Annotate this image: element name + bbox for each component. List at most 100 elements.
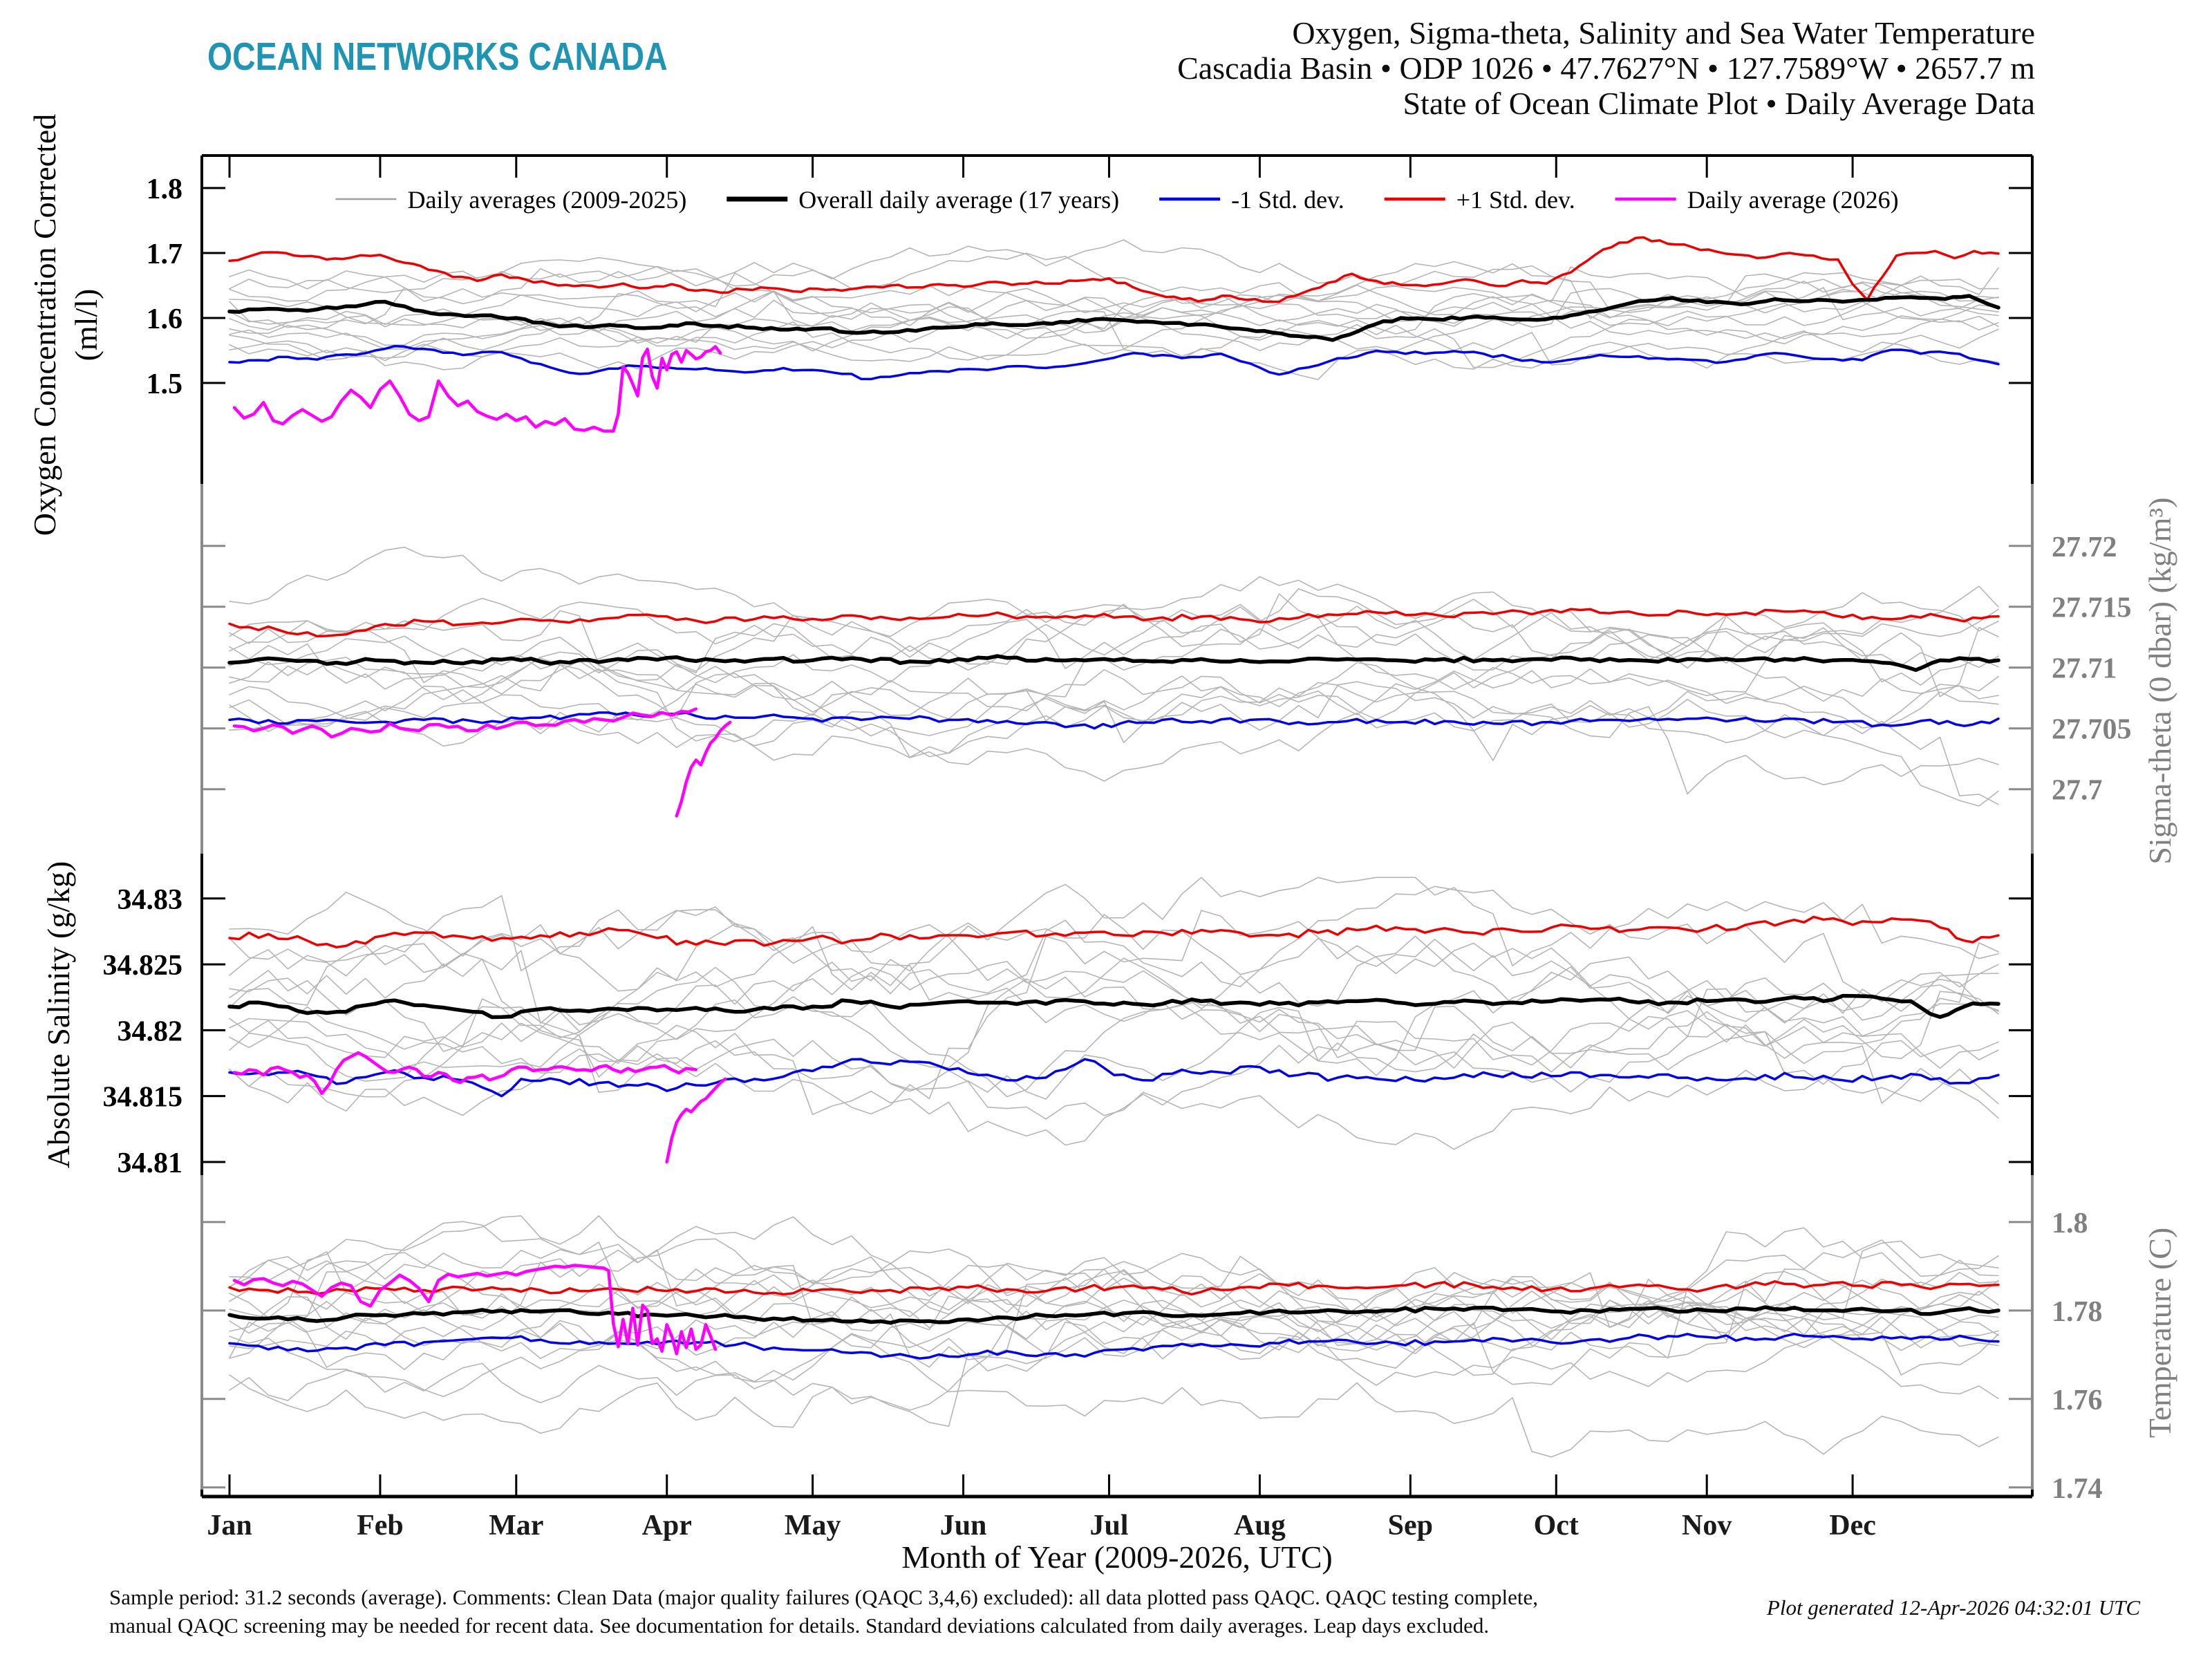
daily-average-line <box>229 285 1999 359</box>
absolute_salinity-minus_std-line <box>228 1058 2000 1098</box>
sigma_theta-series <box>227 608 2000 818</box>
temperature-mean-line <box>227 1305 2000 1325</box>
daily-average-line <box>229 1241 1999 1344</box>
daily-average-line <box>229 885 1999 1012</box>
daily-average-line <box>229 910 1999 1115</box>
month-label: Oct <box>1534 1510 1579 1541</box>
month-label: Feb <box>357 1510 404 1541</box>
absolute_salinity-tick-label: 34.83 <box>118 884 183 916</box>
month-label: Mar <box>489 1510 543 1541</box>
month-label: Apr <box>642 1510 692 1541</box>
footer-line-1: Sample period: 31.2 seconds (average). C… <box>109 1585 1539 1609</box>
temperature-axis-title: Temperature (C) <box>2142 1228 2177 1438</box>
legend: Daily averages (2009-2025) Overall daily … <box>335 186 1899 214</box>
temperature-plus_std-line <box>228 1280 2000 1296</box>
month-label: Jun <box>940 1510 987 1541</box>
absolute_salinity-current_year-line <box>665 1077 727 1164</box>
legend-item: -1 Std. dev. <box>1159 186 1344 214</box>
daily-averages-spaghetti-layer <box>229 239 1999 1458</box>
oxygen-tick-label: 1.8 <box>147 174 183 205</box>
daily-average-line <box>229 1239 1999 1352</box>
daily-average-line <box>229 293 1999 368</box>
daily-average-line <box>229 1253 1999 1376</box>
oxygen-tick-label: 1.6 <box>147 303 183 335</box>
daily-average-line <box>229 1020 1999 1146</box>
month-label: Dec <box>1829 1510 1876 1541</box>
onc-logo: OCEAN NETWORKS CANADA <box>207 35 668 79</box>
title-line-2: Cascadia Basin • ODP 1026 • 47.7627°N • … <box>1177 50 2035 86</box>
absolute_salinity-plus_std-line <box>228 915 2000 949</box>
legend-label: +1 Std. dev. <box>1456 186 1575 214</box>
absolute_salinity-current_year-line <box>232 1051 698 1096</box>
daily-average-line <box>229 1216 1999 1385</box>
sigma_theta-plus_std-line <box>228 608 2000 638</box>
month-label: Aug <box>1234 1510 1286 1541</box>
sigma-theta-axis-title: Sigma-theta (0 dbar) (kg/m³) <box>2142 497 2177 864</box>
sigma_theta-current_year-line <box>675 720 732 818</box>
daily-average-line <box>229 958 1999 1085</box>
title-line-1: Oxygen, Sigma-theta, Salinity and Sea Wa… <box>1292 15 2035 50</box>
daily-average-line <box>229 1321 1999 1434</box>
footer-comments: Sample period: 31.2 seconds (average). C… <box>109 1583 1538 1640</box>
temperature-tick-label: 1.76 <box>2052 1385 2103 1416</box>
daily-average-line <box>229 307 1999 371</box>
oxygen-minus_std-line <box>228 344 2000 381</box>
legend-item: Overall daily average (17 years) <box>727 186 1119 214</box>
axes-layer: 1.8 1.7 1.6 1.5 27.72 27.715 27.71 27.705 27.7 34… <box>103 154 2132 1541</box>
daily-average-line <box>229 588 1999 665</box>
salinity-axis-title: Absolute Salinity (g/kg) <box>41 861 76 1169</box>
daily-average-line <box>229 603 1999 702</box>
absolute_salinity-tick-label: 34.815 <box>103 1082 183 1114</box>
daily-average-line <box>229 546 1999 647</box>
daily-average-line <box>229 668 1999 725</box>
daily-average-line <box>229 321 1999 380</box>
sigma_theta-tick-label: 27.7 <box>2052 775 2103 807</box>
daily-average-line <box>229 585 1999 720</box>
footer-line-2: manual QAQC screening may be needed for … <box>109 1613 1490 1638</box>
month-label: Nov <box>1682 1510 1732 1541</box>
absolute_salinity-tick-label: 34.82 <box>118 1015 183 1047</box>
absolute_salinity-tick-label: 34.81 <box>118 1147 183 1179</box>
temperature-daily-averages <box>229 1215 1999 1458</box>
daily-average-line <box>229 1333 1999 1458</box>
oxygen-mean-line <box>227 294 2000 342</box>
absolute_salinity-mean-line <box>227 993 2000 1020</box>
oxygen-current_year-line <box>232 345 722 433</box>
legend-label: Overall daily average (17 years) <box>798 186 1119 214</box>
daily-average-line <box>229 919 1999 1047</box>
daily-average-line <box>229 923 1999 1069</box>
daily-average-line <box>229 265 1999 334</box>
daily-average-line <box>229 657 1999 805</box>
temperature-current_year-line <box>232 1264 718 1356</box>
plot-title-block: Oxygen, Sigma-theta, Salinity and Sea Wa… <box>1177 15 2035 121</box>
daily-average-line <box>229 1290 1999 1398</box>
temperature-minus_std-line <box>228 1333 2000 1360</box>
sigma_theta-mean-line <box>227 654 2000 673</box>
legend-label: Daily averages (2009-2025) <box>407 186 686 214</box>
oxygen-tick-label: 1.7 <box>147 238 183 270</box>
legend-item: +1 Std. dev. <box>1384 186 1575 214</box>
absolute_salinity-series <box>227 915 2000 1164</box>
month-label: May <box>785 1510 841 1541</box>
temperature-series <box>227 1264 2000 1360</box>
temperature-tick-label: 1.74 <box>2052 1473 2103 1505</box>
daily-average-line <box>229 294 1999 362</box>
daily-average-line <box>229 239 1999 319</box>
daily-average-line <box>229 698 1999 807</box>
daily-average-line <box>229 1240 1999 1325</box>
sigma_theta-tick-label: 27.72 <box>2052 532 2117 563</box>
temperature-tick-label: 1.8 <box>2052 1208 2088 1239</box>
absolute_salinity-tick-label: 34.825 <box>103 950 183 982</box>
absolute_salinity-daily-averages <box>229 877 1999 1150</box>
oxygen-daily-averages <box>229 239 1999 380</box>
daily-average-line <box>229 1272 1999 1411</box>
sigma_theta-tick-label: 27.71 <box>2052 653 2117 685</box>
daily-average-line <box>229 651 1999 761</box>
daily-average-line <box>229 593 1999 697</box>
month-label: Jan <box>207 1510 252 1541</box>
temperature-tick-label: 1.78 <box>2052 1296 2103 1328</box>
daily-average-line <box>229 935 1999 1058</box>
daily-average-line <box>229 1268 1999 1359</box>
